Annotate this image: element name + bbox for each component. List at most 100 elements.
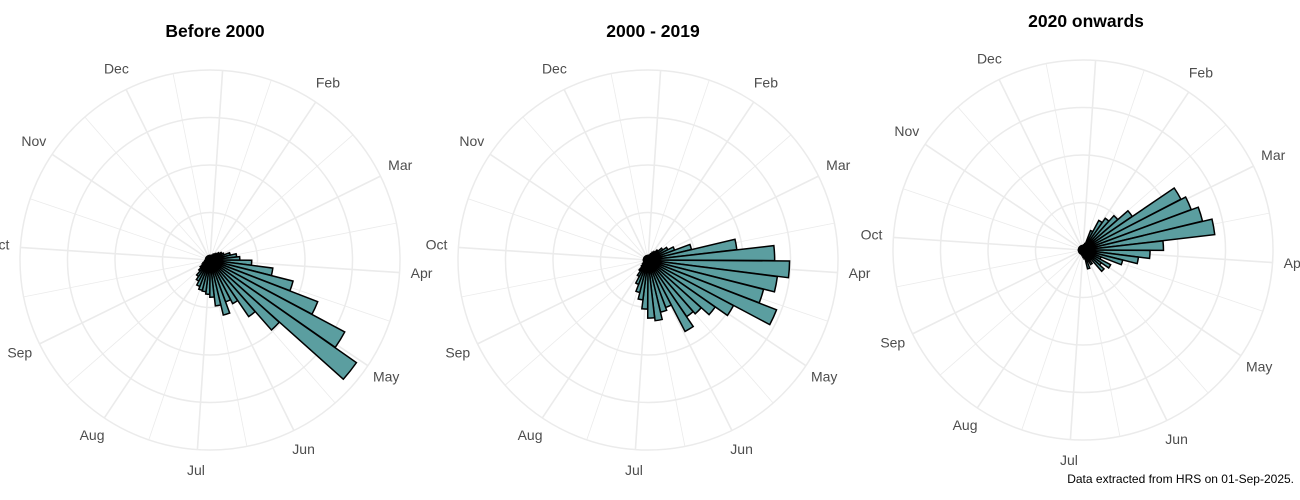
month-label-jun: Jun xyxy=(730,441,753,457)
month-label-jul: Jul xyxy=(187,462,205,478)
grid-spoke-major xyxy=(912,249,1084,335)
grid-spoke-major xyxy=(477,259,649,345)
month-label-aug: Aug xyxy=(953,417,978,433)
grid-spoke-minor xyxy=(209,134,354,261)
grid-spoke-major xyxy=(209,101,317,261)
month-label-nov: Nov xyxy=(21,133,46,149)
month-label-dec: Dec xyxy=(542,60,567,76)
grid-spoke-minor xyxy=(957,106,1084,251)
month-label-mar: Mar xyxy=(388,157,412,173)
month-label-dec: Dec xyxy=(104,60,129,76)
month-label-aug: Aug xyxy=(518,427,543,443)
grid-spoke-major xyxy=(39,259,211,345)
bar-week-12 xyxy=(1082,218,1216,251)
bar-week-52 xyxy=(208,254,211,261)
grid-ring-3 xyxy=(504,116,792,404)
grid-ring-3 xyxy=(66,116,354,404)
bar-week-24 xyxy=(209,259,231,316)
bar-week-19 xyxy=(209,259,358,381)
month-label-aug: Aug xyxy=(80,427,105,443)
month-label-jun: Jun xyxy=(292,441,315,457)
grid-spoke-major xyxy=(489,153,649,261)
month-label-jun: Jun xyxy=(1165,431,1188,447)
grid-ring-4 xyxy=(19,69,401,451)
bar-week-17 xyxy=(647,259,778,326)
grid-spoke-major xyxy=(541,259,649,419)
bar-week-18 xyxy=(647,259,735,317)
chart-title: 2000 - 2019 xyxy=(606,21,700,41)
grid-spoke-minor xyxy=(903,188,1084,251)
grid-spoke-minor xyxy=(504,259,649,386)
month-label-apr: Apr xyxy=(1284,255,1300,271)
month-label-oct: Oct xyxy=(0,237,9,253)
grid-spoke-major xyxy=(1082,60,1097,251)
month-label-oct: Oct xyxy=(861,227,883,243)
grid-spoke-major xyxy=(209,175,381,261)
polar-chart: Feb Mar Apr May Jun Jul Aug Sep Oct Nov Dec xyxy=(861,50,1300,468)
grid-spoke-major xyxy=(1082,249,1168,421)
chart-title: 2020 onwards xyxy=(1028,11,1144,31)
grid-ring-4 xyxy=(892,59,1274,441)
grid-spoke-minor xyxy=(939,249,1084,376)
grid-spoke-minor xyxy=(1082,249,1121,437)
month-label-jul: Jul xyxy=(1060,452,1078,468)
grid-spoke-minor xyxy=(468,198,649,261)
month-label-oct: Oct xyxy=(426,237,448,253)
grid-spoke-major xyxy=(647,70,662,261)
grid-spoke-minor xyxy=(172,73,211,261)
grid-spoke-minor xyxy=(1021,249,1084,430)
bar-week-22 xyxy=(209,259,239,305)
month-label-apr: Apr xyxy=(411,265,433,281)
month-label-nov: Nov xyxy=(894,123,919,139)
grid-spoke-major xyxy=(998,79,1084,251)
grid-spoke-minor xyxy=(1045,63,1084,251)
grid-ring-4 xyxy=(457,69,839,451)
grid-spoke-minor xyxy=(461,259,649,298)
month-label-feb: Feb xyxy=(316,75,340,91)
month-label-mar: Mar xyxy=(1261,147,1285,163)
grid-spoke-minor xyxy=(209,222,397,261)
grid-spoke-minor xyxy=(610,73,649,261)
grid-spoke-major xyxy=(103,259,211,419)
bar-week-19 xyxy=(647,259,717,316)
grid-spoke-minor xyxy=(647,134,792,261)
month-label-may: May xyxy=(1246,359,1272,375)
bar-week-52 xyxy=(1081,244,1084,251)
polar-chart: Feb Mar Apr May Jun Jul Aug Sep Oct Nov Dec xyxy=(426,60,871,478)
month-label-feb: Feb xyxy=(1189,65,1213,81)
bar-week-25 xyxy=(647,259,664,322)
month-label-sep: Sep xyxy=(7,344,32,360)
grid-spoke-minor xyxy=(209,80,272,261)
grid-spoke-major xyxy=(647,101,755,261)
month-label-dec: Dec xyxy=(977,50,1002,66)
month-label-jul: Jul xyxy=(625,462,643,478)
bar-week-25 xyxy=(209,259,222,307)
grid-spoke-minor xyxy=(84,116,211,261)
grid-spoke-major xyxy=(51,153,211,261)
grid-spoke-minor xyxy=(66,259,211,386)
grid-spoke-minor xyxy=(647,80,710,261)
grid-spoke-major xyxy=(1069,249,1084,440)
grid-ring-2 xyxy=(114,164,306,356)
bar-week-20 xyxy=(647,259,703,315)
grid-spoke-major xyxy=(647,175,819,261)
chart-title: Before 2000 xyxy=(165,21,265,41)
bar-week-20 xyxy=(209,259,281,332)
month-label-sep: Sep xyxy=(445,344,470,360)
bar-week-22 xyxy=(647,259,695,333)
month-label-feb: Feb xyxy=(754,75,778,91)
bar-week-21 xyxy=(209,259,257,318)
month-label-may: May xyxy=(811,369,837,385)
grid-spoke-major xyxy=(924,143,1084,251)
bar-week-26 xyxy=(646,259,656,319)
grid-spoke-minor xyxy=(1082,249,1209,394)
grid-spoke-minor xyxy=(30,198,211,261)
grid-ring-1 xyxy=(161,211,259,309)
bar-week-13 xyxy=(1082,240,1165,252)
month-label-mar: Mar xyxy=(826,157,850,173)
grid-spoke-major xyxy=(893,236,1084,251)
month-label-nov: Nov xyxy=(459,133,484,149)
grid-spoke-major xyxy=(20,246,211,261)
grid-spoke-minor xyxy=(522,116,649,261)
grid-spoke-major xyxy=(563,89,649,261)
